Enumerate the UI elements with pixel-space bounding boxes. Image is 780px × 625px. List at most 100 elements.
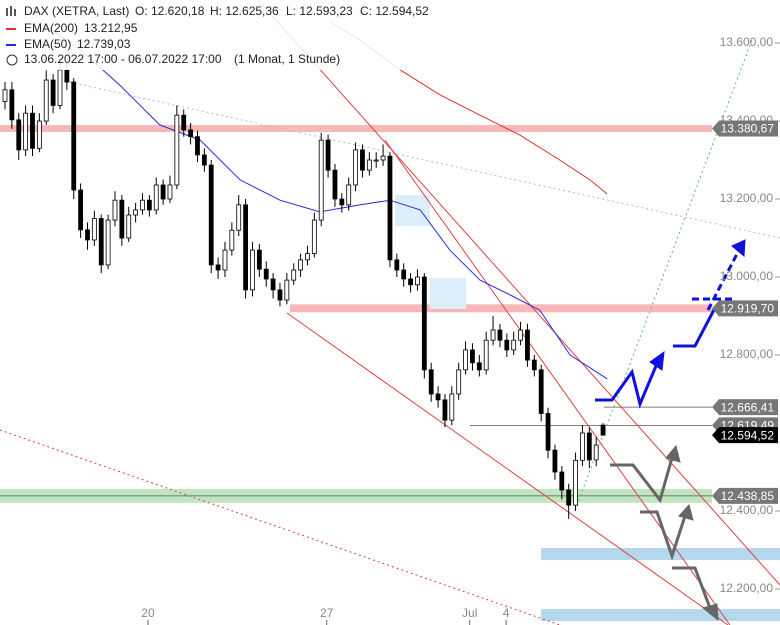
y-tick-label: 12.400,00	[720, 503, 774, 517]
y-tick-label: 12.800,00	[720, 347, 774, 361]
candle-body	[483, 339, 489, 371]
candle-body	[174, 114, 180, 186]
candle-body	[518, 329, 523, 341]
candle-body	[23, 112, 29, 151]
candle-body	[463, 349, 468, 371]
x-tick-label: 20	[141, 606, 155, 620]
candle-body	[408, 278, 413, 286]
price-tag-label: 12.919,70	[721, 301, 775, 315]
ohlc-high: H: 12.625,36	[210, 4, 279, 18]
x-tick-label: Jul	[462, 606, 477, 620]
arrowhead	[678, 503, 694, 521]
x-tick-label: 27	[320, 606, 334, 620]
candle-body	[9, 89, 15, 121]
header-bg	[0, 0, 440, 70]
date-range: 13.06.2022 17:00 - 06.07.2022 17:00	[24, 52, 222, 66]
legend-value: 13.212,95	[84, 21, 138, 35]
candle-body	[435, 393, 441, 401]
candle-body	[325, 139, 331, 171]
candle-icon	[6, 6, 16, 16]
candle-body	[497, 329, 503, 341]
y-tick-label: 12.200,00	[720, 581, 774, 595]
candle-body	[504, 339, 510, 351]
candle-body	[531, 359, 537, 371]
candle-body	[373, 159, 379, 162]
price-tag	[712, 399, 778, 416]
background-layer	[0, 125, 712, 503]
dotted-trendline	[574, 39, 753, 511]
y-tick-label: 13.200,00	[720, 191, 774, 205]
arrowhead	[701, 603, 719, 622]
candle-body	[91, 218, 97, 241]
clock-icon	[6, 54, 18, 66]
arrow	[673, 305, 718, 348]
candle-body	[470, 349, 475, 364]
candle-body	[291, 269, 297, 281]
candle-body	[552, 449, 558, 473]
highlight-box	[430, 278, 466, 309]
y-tick-label: 13.600,00	[720, 35, 774, 49]
candle-body	[449, 393, 455, 421]
arrow	[640, 510, 687, 561]
candle-body	[284, 279, 290, 301]
x-tick-label: 4	[503, 606, 510, 620]
candle-body	[600, 424, 606, 436]
candle-body	[229, 229, 235, 251]
dotted-trendline	[0, 429, 561, 625]
level-band	[0, 125, 712, 133]
legend-value: 12.739,03	[77, 37, 131, 51]
candle-body	[16, 119, 22, 151]
price-tag-label: 12.594,52	[721, 428, 775, 442]
highlight-box	[395, 195, 430, 226]
candle-body	[263, 268, 269, 280]
candle-body	[593, 444, 599, 461]
candle-body	[428, 369, 434, 395]
candle-body	[456, 369, 462, 395]
arrow	[610, 457, 674, 504]
axis-layer: 12.200,00 12.400,00 12.800,00 13.000,00 13.2…	[141, 35, 780, 625]
candle-body	[421, 276, 427, 371]
candle-body	[353, 149, 358, 186]
candle-body	[215, 264, 221, 271]
ohlc-close: C: 12.594,52	[360, 4, 429, 18]
price-tag-label: 13.380,67	[721, 122, 775, 136]
trendline	[257, 0, 780, 586]
candle-body	[188, 129, 194, 138]
price-tag	[712, 120, 778, 137]
candle-body	[105, 219, 111, 266]
candle-body	[201, 154, 207, 166]
scenario-arrows	[595, 239, 746, 622]
candle-body	[133, 209, 139, 216]
candle-body	[346, 184, 352, 206]
trendline	[384, 139, 731, 625]
candle-body	[566, 489, 572, 506]
legend: EMA(200) 13.212,95 EMA(50) 12.739,03	[6, 21, 138, 51]
candle-body	[153, 184, 159, 211]
candle-body	[140, 199, 145, 211]
legend-name: EMA(200)	[24, 21, 78, 35]
candle-body	[126, 214, 132, 239]
candle-body	[167, 184, 173, 200]
header: DAX (XETRA, Last) O: 12.620,18 H: 12.625…	[6, 4, 429, 66]
target-zone	[541, 609, 780, 621]
candle-body	[318, 139, 324, 221]
candle-body	[573, 459, 578, 506]
ema-line	[39, 21, 608, 380]
candle-body	[387, 155, 393, 261]
candle-body	[243, 204, 248, 291]
price-tag	[712, 427, 778, 444]
candle-body	[476, 362, 482, 371]
candle-body	[160, 184, 166, 200]
candle-body	[85, 229, 90, 241]
arrowhead	[665, 444, 681, 463]
candle-body	[580, 432, 585, 461]
period: (1 Monat, 1 Stunde)	[234, 52, 340, 66]
candle-body	[64, 69, 70, 83]
candle-body	[538, 369, 544, 414]
price-tag	[712, 300, 778, 317]
candle-body	[339, 198, 345, 206]
candle-body	[525, 329, 530, 361]
candle-body	[2, 89, 8, 102]
